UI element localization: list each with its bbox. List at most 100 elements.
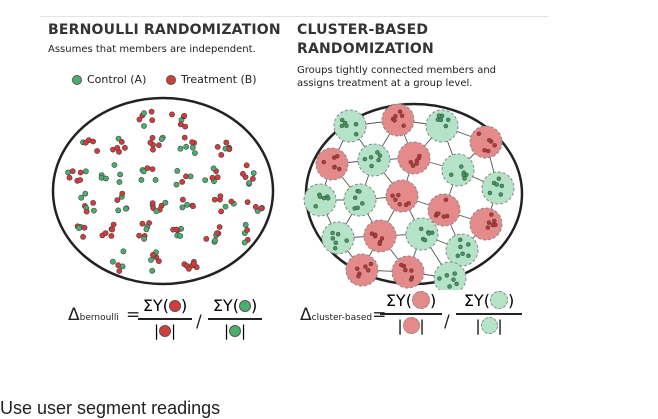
bernoulli-delta: Δ <box>68 305 80 325</box>
treatment-dot-icon <box>166 74 176 85</box>
member-dot <box>110 258 116 265</box>
group-member-dot <box>339 123 345 129</box>
member-dot <box>91 207 97 214</box>
member-dot <box>149 134 156 141</box>
group-member-dot <box>313 204 318 209</box>
group-member-dot <box>490 222 495 228</box>
fraction-bar <box>380 313 442 315</box>
member-dot <box>158 136 165 142</box>
member-dot <box>179 179 186 185</box>
member-dot <box>202 177 209 183</box>
cluster-den-bar-right: | <box>419 316 425 335</box>
cluster-subtitle-line1: Groups tightly connected members and <box>297 65 497 76</box>
group-member-dot <box>459 164 464 169</box>
group-member-dot <box>369 163 374 169</box>
group-member-dot <box>466 253 471 259</box>
legend-treatment-label: Treatment (B) <box>181 73 257 86</box>
member-dot <box>141 110 147 117</box>
member-dot <box>250 170 257 176</box>
member-dot <box>116 268 123 274</box>
member-dot <box>226 146 233 153</box>
cluster-control-fraction: ΣY() | | <box>456 291 522 335</box>
group-member-dot <box>494 182 499 187</box>
member-dot <box>65 169 71 176</box>
member-dot <box>191 150 198 156</box>
group-member-dot <box>368 155 374 160</box>
treatment-group <box>391 255 425 289</box>
member-dot <box>173 181 180 188</box>
member-dot <box>211 196 218 203</box>
member-dot <box>258 205 265 212</box>
member-dot <box>148 108 155 115</box>
member-dot <box>116 179 123 185</box>
member-dot <box>78 194 85 201</box>
control-group <box>425 109 459 143</box>
control-cluster-icon <box>480 316 498 334</box>
treatment-group <box>345 253 379 287</box>
group-member-dot <box>353 121 359 127</box>
member-dot <box>184 201 190 208</box>
group-member-dot <box>397 202 402 207</box>
member-dot <box>244 227 250 233</box>
member-dot <box>111 162 118 168</box>
bernoulli-title: BERNOULLI RANDOMIZATION <box>48 22 281 38</box>
group-member-dot <box>368 261 374 267</box>
member-dot <box>115 262 122 269</box>
group-member-dot <box>379 236 385 241</box>
member-dot <box>119 190 126 197</box>
member-dot <box>152 177 159 183</box>
member-dot <box>149 117 156 124</box>
group-member-dot <box>414 161 419 166</box>
bernoulli-num-sum-control: ΣY( <box>212 296 239 315</box>
group-member-dot <box>436 211 441 216</box>
group-member-dot <box>354 266 360 271</box>
group-member-dot <box>489 212 494 217</box>
group-member-dot <box>409 268 414 273</box>
group-member-dot <box>355 205 360 211</box>
member-dot <box>173 226 180 233</box>
group-member-dot <box>321 159 327 165</box>
member-dot <box>83 168 89 175</box>
member-dot <box>183 173 189 180</box>
cluster-delta: Δ <box>300 305 312 325</box>
treatment-cluster-icon <box>411 291 430 309</box>
group-member-dot <box>487 190 493 196</box>
group-member-dot <box>448 172 454 177</box>
control-group <box>405 217 439 251</box>
control-group <box>441 153 475 187</box>
member-dot <box>183 143 189 150</box>
member-dot <box>90 138 96 145</box>
member-dot <box>66 174 73 181</box>
treatment-group <box>363 219 397 253</box>
member-dot <box>136 232 142 239</box>
member-dot <box>162 199 169 206</box>
cluster-num-close: ) <box>429 291 437 310</box>
group-member-dot <box>397 109 403 114</box>
bernoulli-control-fraction: ΣY() | | <box>208 296 262 340</box>
member-dot <box>169 111 175 118</box>
member-dot <box>190 260 197 267</box>
member-dot <box>177 233 184 239</box>
group-member-dot <box>492 143 497 148</box>
member-dot <box>241 239 248 246</box>
group-member-dot <box>452 271 457 276</box>
member-dot <box>216 224 223 230</box>
member-dot <box>149 200 156 206</box>
member-dot <box>103 175 109 182</box>
bernoulli-member-dots <box>65 108 265 274</box>
member-dot <box>174 168 181 174</box>
fraction-bar <box>456 313 522 315</box>
treatment-group <box>315 147 349 181</box>
member-dot <box>212 237 218 244</box>
group-member-dot <box>485 225 491 230</box>
member-dot <box>109 226 116 233</box>
member-dot <box>177 121 184 128</box>
group-member-dot <box>476 131 482 137</box>
member-dot <box>143 226 150 233</box>
group-member-dot <box>321 195 327 201</box>
bernoulli-divider-slash: / <box>196 312 202 332</box>
member-dot <box>218 208 224 215</box>
group-member-dot <box>447 284 452 289</box>
group-member-dot <box>393 113 398 119</box>
group-member-dot <box>429 230 435 235</box>
